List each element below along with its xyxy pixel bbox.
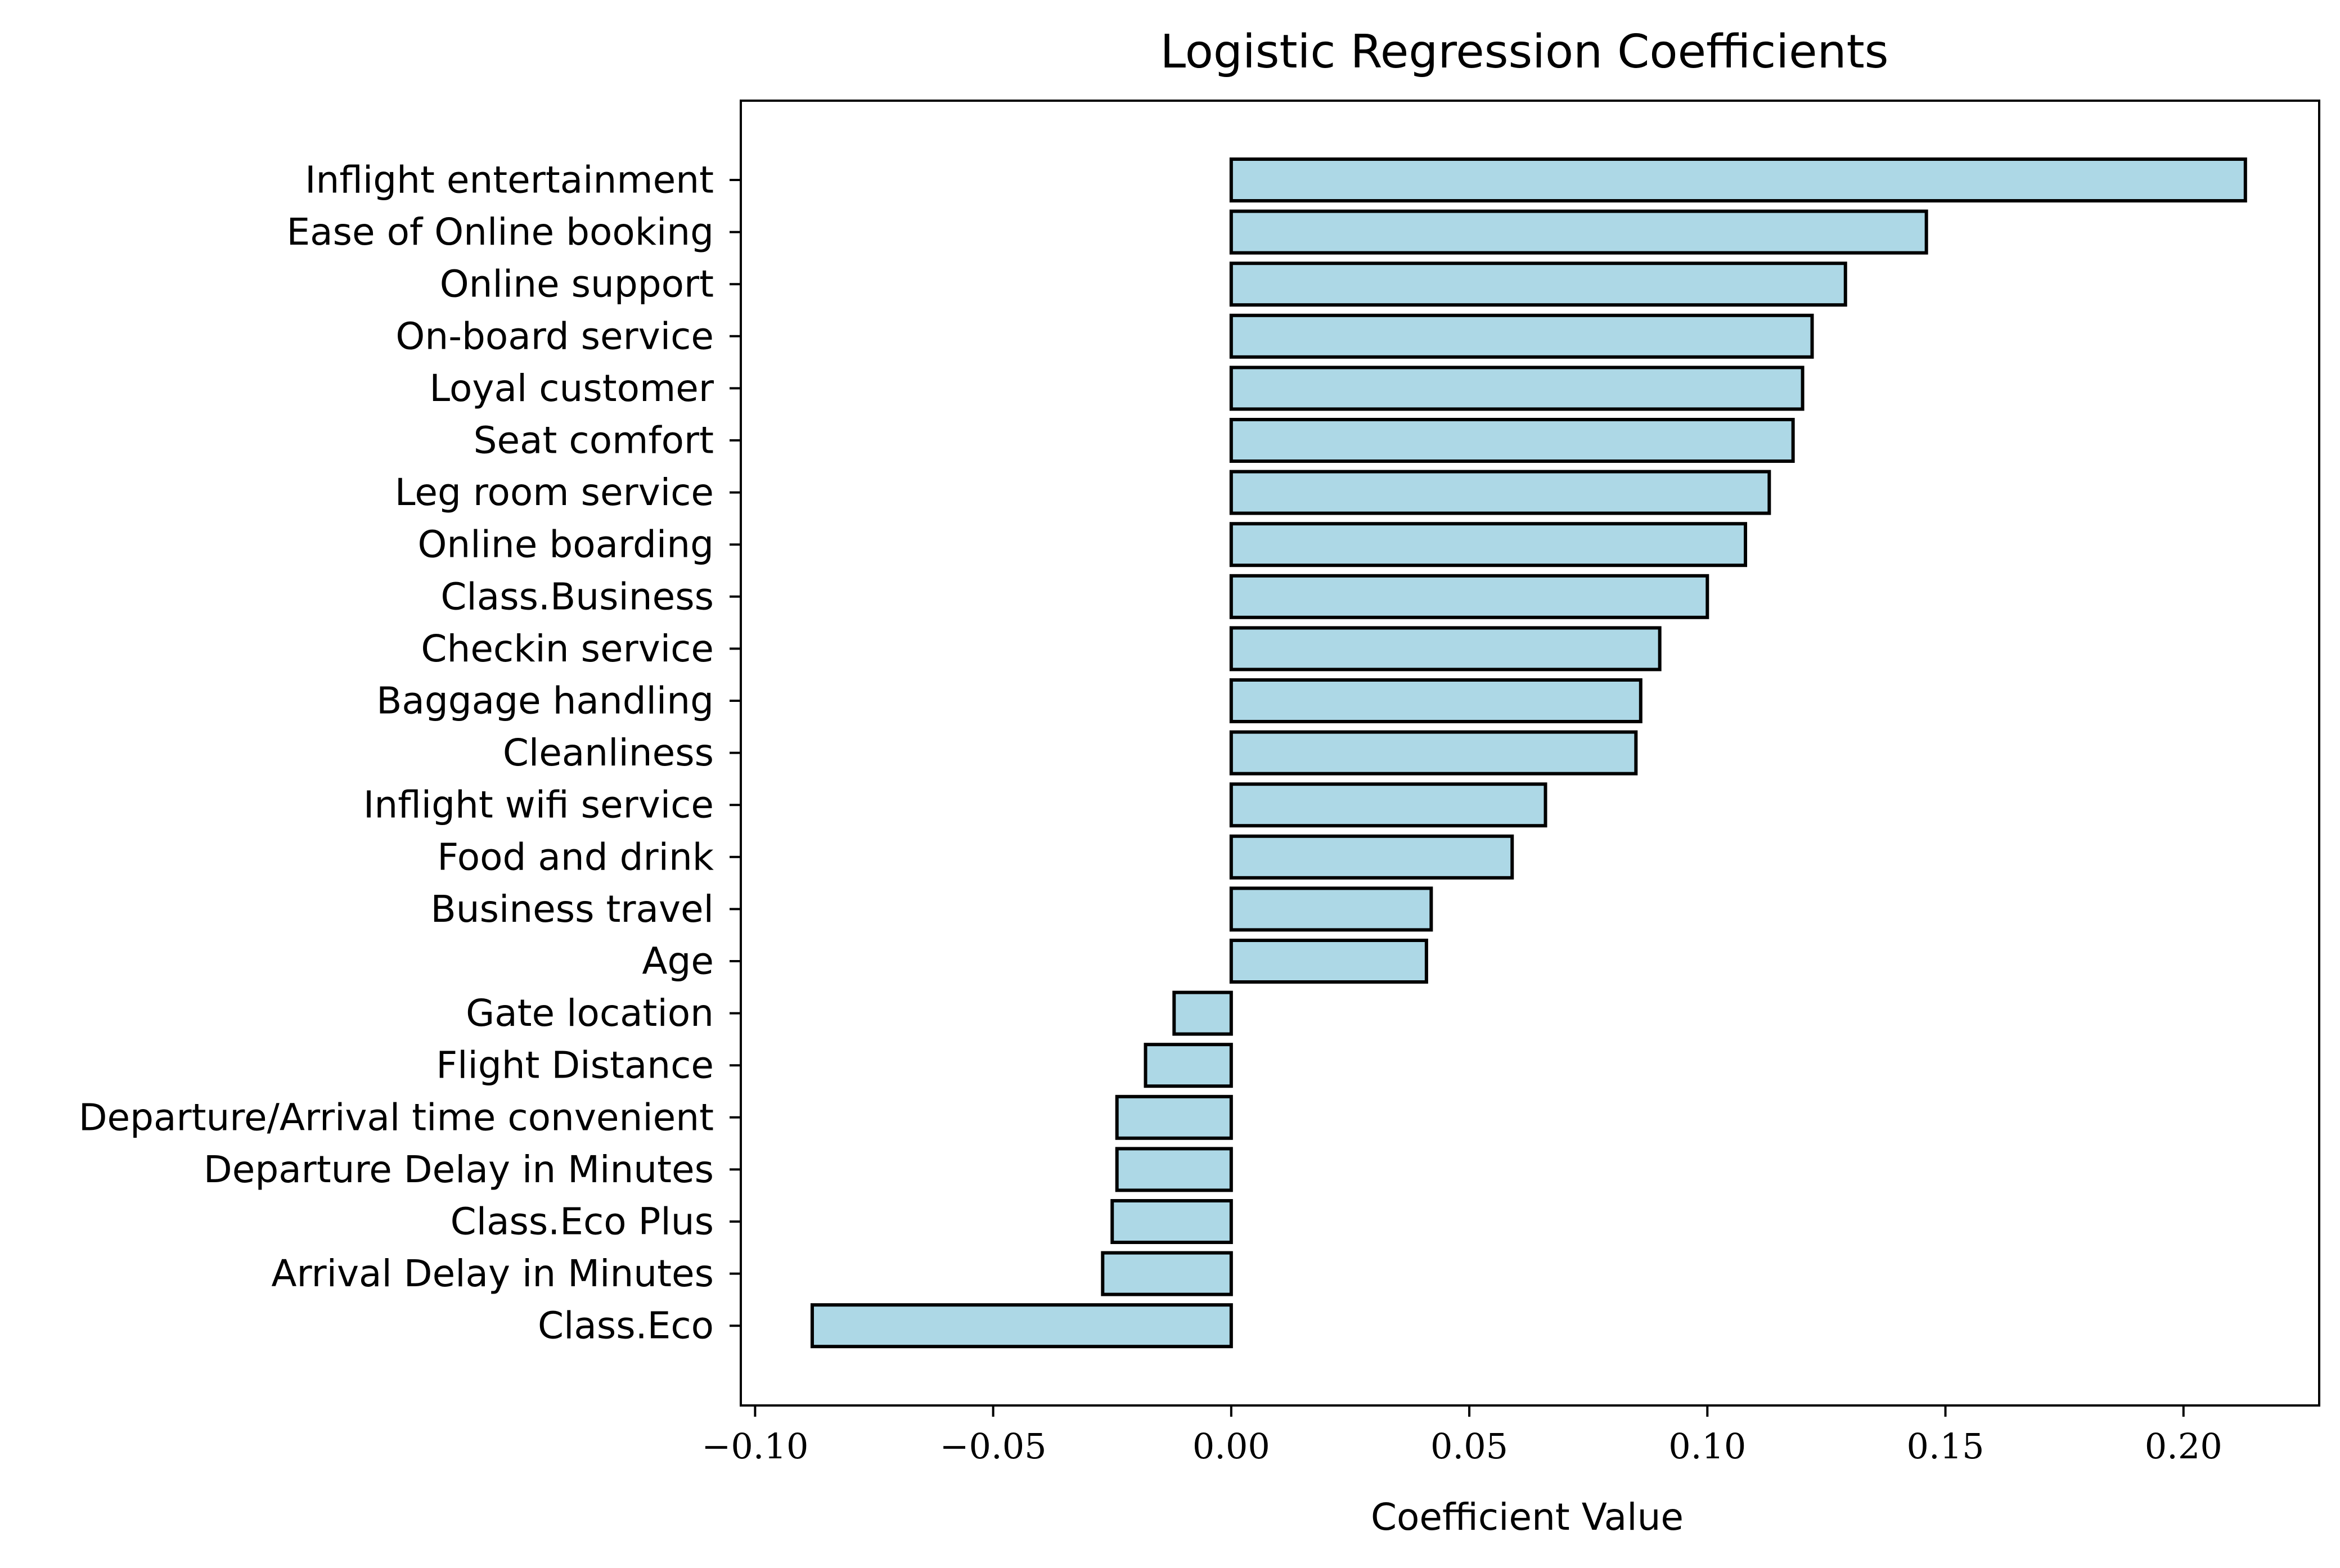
bar	[1229, 366, 1804, 411]
y-tick-label: Baggage handling	[376, 679, 714, 723]
x-tick-label: 0.00	[1192, 1426, 1270, 1467]
bar	[1229, 209, 1928, 255]
y-tick-label: Class.Eco	[538, 1304, 714, 1348]
bar	[1229, 262, 1847, 307]
y-tick-label: Online support	[440, 263, 714, 306]
bar	[1115, 1094, 1233, 1140]
y-tick-label: Arrival Delay in Minutes	[271, 1252, 714, 1295]
bar	[1144, 1043, 1233, 1088]
bar	[1229, 678, 1642, 723]
y-tick-label: Cleanliness	[503, 731, 714, 774]
y-tick-label: On-board service	[395, 314, 714, 358]
y-tick-label: Online boarding	[417, 523, 714, 566]
bar	[1229, 470, 1771, 515]
bars-group	[810, 157, 2247, 1349]
bar	[1110, 1199, 1233, 1244]
bar	[1115, 1147, 1233, 1192]
bar	[1229, 782, 1547, 828]
x-tick-label: 0.05	[1430, 1426, 1508, 1467]
y-tick-label: Checkin service	[421, 627, 714, 670]
y-axis: Inflight entertainment Ease of Online boo…	[79, 159, 741, 1348]
y-tick-label: Seat comfort	[474, 419, 714, 462]
y-tick-label: Age	[642, 940, 714, 983]
bar	[1229, 939, 1428, 984]
bar	[1172, 990, 1233, 1036]
y-tick-label: Departure/Arrival time convenient	[79, 1096, 714, 1139]
y-tick-label: Inflight wifi service	[363, 783, 714, 827]
y-tick-label: Gate location	[466, 992, 714, 1035]
y-tick-label: Ease of Online booking	[286, 210, 714, 254]
bar	[1101, 1251, 1233, 1296]
x-tick-label: 0.20	[2145, 1426, 2222, 1467]
x-tick-label: 0.15	[1907, 1426, 1984, 1467]
y-tick-label: Class.Business	[440, 575, 714, 618]
y-tick-label: Business travel	[431, 887, 714, 931]
bar	[1229, 730, 1638, 776]
y-tick-label: Loyal customer	[429, 367, 714, 410]
x-axis-title: Coefficient Value	[1371, 1495, 1684, 1539]
bar	[1229, 834, 1514, 880]
chart-title: Logistic Regression Coefficients	[1160, 25, 1889, 79]
y-tick-label: Departure Delay in Minutes	[204, 1148, 714, 1191]
y-tick-label: Class.Eco Plus	[451, 1200, 714, 1243]
x-axis: −0.10 −0.05 0.00 0.05 0.10 0.15 0.20	[701, 1405, 2222, 1467]
y-tick-label: Food and drink	[437, 835, 714, 878]
bar	[1229, 157, 2247, 202]
bar	[810, 1303, 1233, 1349]
bar	[1229, 418, 1795, 463]
bar	[1229, 886, 1433, 932]
bar	[1229, 313, 1814, 359]
bar	[1229, 522, 1748, 567]
x-tick-label: 0.10	[1668, 1426, 1746, 1467]
x-tick-label: −0.05	[940, 1426, 1047, 1467]
y-tick-label: Leg room service	[395, 471, 714, 514]
bar	[1229, 574, 1709, 619]
y-tick-label: Flight Distance	[436, 1044, 714, 1087]
x-tick-label: −0.10	[701, 1426, 808, 1467]
bar	[1229, 626, 1662, 672]
y-tick-label: Inflight entertainment	[305, 159, 714, 202]
